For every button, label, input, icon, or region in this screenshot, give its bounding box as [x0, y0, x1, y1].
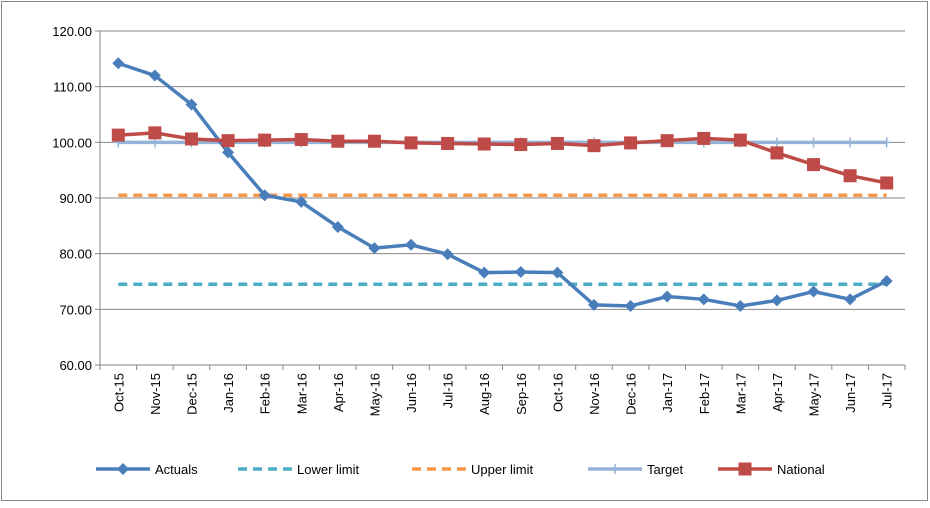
marker [808, 137, 819, 148]
x-tick-label: Jun-17 [843, 373, 858, 413]
y-tick-label: 100.00 [52, 135, 92, 150]
x-tick-label: Feb-17 [697, 373, 712, 414]
x-tick-label: Dec-16 [624, 373, 639, 415]
y-tick-label: 120.00 [52, 24, 92, 39]
marker [660, 134, 674, 148]
marker [184, 132, 198, 146]
marker [117, 463, 129, 475]
marker [405, 238, 418, 251]
marker [624, 136, 638, 150]
marker [514, 266, 527, 279]
marker [771, 137, 782, 148]
marker [843, 169, 857, 183]
x-tick-label: Mar-17 [733, 373, 748, 414]
marker [880, 274, 893, 287]
marker [807, 158, 821, 172]
x-tick-label: Jan-17 [660, 373, 675, 413]
legend-entry: Lower limit [238, 462, 360, 477]
marker [734, 299, 747, 312]
marker [844, 293, 857, 306]
x-tick-label: Apr-17 [770, 373, 785, 412]
legend-entry: Upper limit [412, 462, 534, 477]
marker [258, 189, 271, 202]
marker [148, 69, 161, 82]
marker [367, 134, 381, 148]
marker [551, 266, 564, 279]
x-tick-label: Oct-16 [550, 373, 565, 412]
marker [697, 293, 710, 306]
x-tick-label: Sep-16 [514, 373, 529, 415]
x-tick-label: Dec-15 [184, 373, 199, 415]
marker [770, 146, 784, 160]
marker [331, 220, 344, 233]
y-tick-label: 60.00 [59, 358, 92, 373]
marker [478, 266, 491, 279]
x-tick-label: Aug-16 [477, 373, 492, 415]
legend-entry: Target [588, 462, 684, 477]
x-tick-label: May-17 [807, 373, 822, 416]
y-tick-label: 70.00 [59, 302, 92, 317]
marker [111, 128, 125, 142]
x-tick-label: Jan-16 [221, 373, 236, 413]
marker [845, 137, 856, 148]
x-tick-label: Feb-16 [258, 373, 273, 414]
x-tick-label: May-16 [367, 373, 382, 416]
x-tick-label: Nov-16 [587, 373, 602, 415]
series-line [118, 131, 888, 185]
marker [222, 146, 235, 159]
legend-entry: Actuals [96, 462, 198, 477]
x-tick-label: Nov-15 [148, 373, 163, 415]
marker [880, 176, 894, 190]
marker [441, 248, 454, 261]
x-tick-label: Jun-16 [404, 373, 419, 413]
x-tick-label: Mar-16 [294, 373, 309, 414]
y-tick-label: 90.00 [59, 191, 92, 206]
marker [148, 126, 162, 140]
legend-label: Target [647, 462, 684, 477]
marker [807, 285, 820, 298]
legend-label: Upper limit [471, 462, 534, 477]
marker [610, 464, 620, 474]
marker [661, 290, 674, 303]
series-line [117, 61, 888, 308]
marker [477, 137, 491, 151]
marker [514, 138, 528, 152]
marker [331, 134, 345, 148]
legend-entry: National [718, 462, 825, 477]
marker [258, 133, 272, 147]
legend-label: Lower limit [297, 462, 360, 477]
x-tick-label: Jul-16 [441, 373, 456, 408]
marker [295, 195, 308, 208]
marker [738, 462, 752, 476]
marker [294, 133, 308, 147]
marker [587, 298, 600, 311]
marker [550, 136, 564, 150]
marker [441, 136, 455, 150]
marker [624, 299, 637, 312]
marker [368, 242, 381, 255]
x-tick-label: Oct-15 [111, 373, 126, 412]
y-tick-label: 110.00 [53, 80, 92, 95]
x-tick-label: Apr-16 [331, 373, 346, 412]
marker [221, 134, 235, 148]
legend-label: Actuals [155, 462, 198, 477]
marker [587, 139, 601, 153]
marker [697, 131, 711, 145]
marker [404, 136, 418, 150]
marker [112, 57, 125, 70]
marker [185, 98, 198, 111]
y-tick-label: 80.00 [59, 247, 92, 262]
legend-label: National [777, 462, 825, 477]
marker [881, 137, 892, 148]
marker [770, 294, 783, 307]
marker [733, 133, 747, 147]
x-tick-label: Jul-17 [880, 373, 895, 408]
